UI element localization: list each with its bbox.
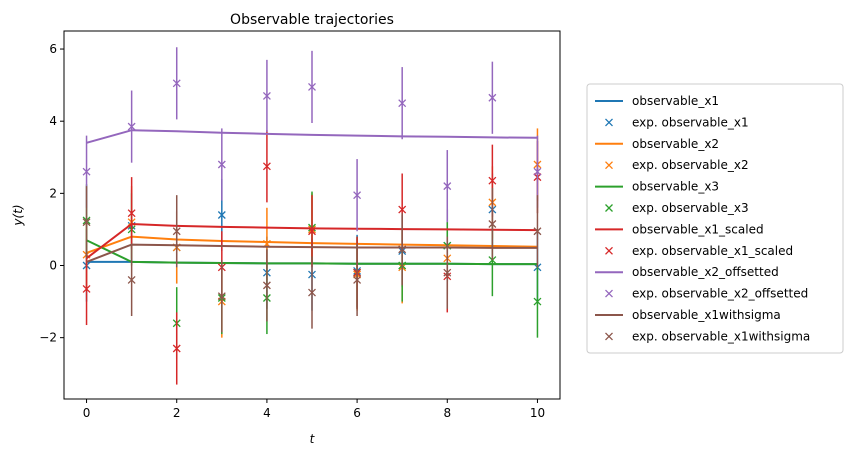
legend-label: exp. observable_x1withsigma	[632, 329, 810, 343]
data-point-marker	[172, 344, 181, 353]
series-observable_x2_offsetted	[82, 47, 542, 232]
y-axis-label: y(t)	[11, 204, 25, 226]
legend-marker-swatch	[605, 204, 613, 212]
x-axis-ticks: 0 2 4 6 8 10	[83, 399, 545, 420]
series-observable_x1withsigma	[82, 186, 542, 333]
legend-label: exp. observable_x2	[632, 158, 749, 172]
axes-frame	[63, 30, 561, 400]
legend-box	[586, 83, 844, 354]
data-point-marker	[82, 218, 91, 227]
chart-title: Observable trajectories	[230, 12, 394, 28]
legend-label: observable_x2_offsetted	[632, 265, 779, 279]
series-line	[86, 129, 538, 144]
y-tick-label: 2	[49, 186, 57, 200]
legend-marker-swatch	[605, 246, 613, 255]
x-tick-label: 8	[443, 406, 451, 420]
data-point-marker	[488, 176, 497, 185]
data-point-marker	[262, 281, 271, 290]
data-point-marker	[127, 275, 136, 284]
y-axis-ticks: −2 0 2 4 6	[39, 42, 64, 345]
legend-label: observable_x1withsigma	[632, 308, 781, 322]
legend-marker-swatch	[605, 332, 613, 341]
data-point-marker	[308, 82, 316, 91]
data-point-marker	[217, 160, 226, 169]
data-point-marker	[127, 209, 136, 218]
data-point-marker	[217, 292, 226, 301]
x-tick-label: 0	[83, 406, 91, 420]
x-tick-label: 6	[353, 406, 361, 420]
y-tick-label: −2	[39, 331, 57, 345]
data-point-marker	[353, 275, 362, 284]
legend-label: exp. observable_x1	[632, 115, 749, 129]
data-point-marker	[262, 91, 271, 100]
legend-label: observable_x1_scaled	[632, 222, 764, 236]
data-point-marker	[172, 227, 181, 236]
legend-marker-swatch	[605, 161, 613, 170]
y-tick-label: 0	[49, 259, 57, 273]
plot-area: 0 2 4 6 8 10 −2 0 2 4 6	[39, 30, 561, 420]
data-point-marker	[533, 297, 542, 306]
data-point-marker	[533, 167, 542, 176]
y-tick-label: 6	[49, 42, 57, 56]
data-point-marker	[82, 285, 91, 293]
data-point-marker	[82, 167, 91, 176]
legend-label: observable_x3	[632, 180, 719, 194]
series-line	[86, 243, 538, 263]
data-point-marker	[398, 205, 407, 214]
data-point-marker	[353, 191, 362, 200]
data-point-marker	[488, 93, 497, 102]
data-point-marker	[443, 182, 452, 191]
data-point-marker	[172, 79, 181, 88]
data-point-marker	[127, 122, 136, 131]
data-point-marker	[443, 268, 452, 277]
legend-marker-swatch	[605, 289, 613, 298]
legend-label: exp. observable_x1_scaled	[632, 244, 793, 258]
series-layer	[82, 47, 542, 385]
x-tick-label: 10	[530, 406, 545, 420]
legend-label: observable_x1	[632, 94, 719, 108]
data-point-marker	[217, 211, 226, 219]
data-point-marker	[488, 220, 497, 228]
x-tick-label: 2	[173, 406, 181, 420]
data-point-marker	[533, 227, 542, 236]
y-tick-label: 4	[49, 114, 57, 128]
x-tick-label: 4	[263, 406, 271, 420]
legend-label: observable_x2	[632, 137, 719, 151]
series-line	[85, 223, 538, 260]
legend-label: exp. observable_x3	[632, 201, 749, 215]
legend-label: exp. observable_x2_offsetted	[632, 287, 808, 301]
data-point-marker	[262, 162, 271, 171]
data-point-marker	[398, 99, 407, 108]
legend-marker-swatch	[605, 118, 613, 127]
x-axis-label: t	[310, 432, 316, 446]
data-point-marker	[308, 288, 316, 297]
legend: observable_x1 exp. observable_x1 observabl…	[586, 83, 844, 354]
